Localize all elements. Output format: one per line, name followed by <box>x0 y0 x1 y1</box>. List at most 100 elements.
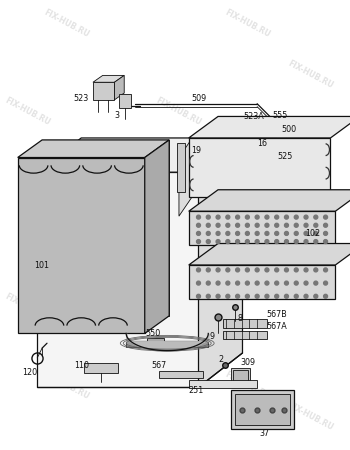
Text: 101: 101 <box>35 261 50 270</box>
Circle shape <box>197 294 201 298</box>
Polygon shape <box>179 136 194 216</box>
Circle shape <box>324 239 328 243</box>
Circle shape <box>265 231 269 235</box>
Bar <box>223 319 267 328</box>
Circle shape <box>275 231 279 235</box>
Circle shape <box>314 231 318 235</box>
Circle shape <box>236 294 239 298</box>
Circle shape <box>324 223 328 227</box>
Circle shape <box>206 281 210 285</box>
Circle shape <box>324 231 328 235</box>
Circle shape <box>206 231 210 235</box>
Circle shape <box>285 239 288 243</box>
Text: FIX-HUB.RU: FIX-HUB.RU <box>287 401 335 432</box>
Circle shape <box>294 223 298 227</box>
Circle shape <box>226 239 230 243</box>
Circle shape <box>265 268 269 272</box>
Bar <box>280 122 309 129</box>
Text: 309: 309 <box>241 358 256 367</box>
Circle shape <box>255 294 259 298</box>
Text: 567B: 567B <box>266 310 287 320</box>
Text: FIX-HUB.RU: FIX-HUB.RU <box>42 369 91 401</box>
Circle shape <box>304 215 308 219</box>
Polygon shape <box>37 172 198 387</box>
Circle shape <box>206 268 210 272</box>
Circle shape <box>226 215 230 219</box>
Circle shape <box>285 268 288 272</box>
Circle shape <box>265 223 269 227</box>
Polygon shape <box>126 341 208 347</box>
Text: 555: 555 <box>272 111 287 120</box>
Text: 550: 550 <box>145 329 160 338</box>
Circle shape <box>285 294 288 298</box>
Bar <box>147 338 164 346</box>
Circle shape <box>285 231 288 235</box>
Circle shape <box>197 215 201 219</box>
Text: 567A: 567A <box>266 322 287 331</box>
Circle shape <box>255 268 259 272</box>
Polygon shape <box>18 140 169 157</box>
Text: FIX-HUB.RU: FIX-HUB.RU <box>42 174 91 206</box>
Circle shape <box>216 294 220 298</box>
Circle shape <box>255 281 259 285</box>
Circle shape <box>216 281 220 285</box>
Polygon shape <box>114 76 124 100</box>
Circle shape <box>285 281 288 285</box>
Bar <box>282 148 299 157</box>
Text: 523: 523 <box>74 94 89 104</box>
Circle shape <box>324 294 328 298</box>
Circle shape <box>236 281 239 285</box>
Bar <box>159 371 203 378</box>
Circle shape <box>216 231 220 235</box>
Polygon shape <box>18 158 145 333</box>
Text: FIX-HUB.RU: FIX-HUB.RU <box>287 58 335 90</box>
Circle shape <box>216 223 220 227</box>
Text: FIX-HUB.RU: FIX-HUB.RU <box>223 8 272 39</box>
Bar <box>231 390 294 429</box>
Circle shape <box>314 294 318 298</box>
Circle shape <box>314 223 318 227</box>
Circle shape <box>226 268 230 272</box>
Circle shape <box>197 231 201 235</box>
Text: 16: 16 <box>257 140 267 148</box>
Circle shape <box>245 281 249 285</box>
Polygon shape <box>198 138 243 387</box>
Text: 567: 567 <box>152 361 167 370</box>
Circle shape <box>255 239 259 243</box>
Text: FIX-HUB.RU: FIX-HUB.RU <box>287 215 335 247</box>
Text: 2: 2 <box>218 356 224 364</box>
Circle shape <box>304 223 308 227</box>
Circle shape <box>304 281 308 285</box>
Circle shape <box>275 268 279 272</box>
Text: 9: 9 <box>210 332 215 341</box>
Circle shape <box>197 239 201 243</box>
Circle shape <box>236 268 239 272</box>
Text: FIX-HUB.RU: FIX-HUB.RU <box>3 96 52 127</box>
Text: 8: 8 <box>237 314 242 323</box>
Text: 120: 120 <box>22 368 37 377</box>
Circle shape <box>324 268 328 272</box>
Text: 102: 102 <box>305 229 320 238</box>
Circle shape <box>206 239 210 243</box>
Circle shape <box>275 215 279 219</box>
Polygon shape <box>145 140 169 333</box>
Bar <box>260 132 276 137</box>
Text: FIX-HUB.RU: FIX-HUB.RU <box>42 8 91 39</box>
Circle shape <box>245 268 249 272</box>
Circle shape <box>197 281 201 285</box>
Bar <box>177 143 185 192</box>
Bar <box>264 145 279 151</box>
Text: 251: 251 <box>188 386 203 395</box>
Circle shape <box>236 239 239 243</box>
Circle shape <box>255 215 259 219</box>
Bar <box>234 394 290 425</box>
Circle shape <box>226 281 230 285</box>
Circle shape <box>275 281 279 285</box>
Text: 3: 3 <box>115 111 120 120</box>
Text: FIX-HUB.RU: FIX-HUB.RU <box>3 291 52 323</box>
Circle shape <box>285 223 288 227</box>
Circle shape <box>236 231 239 235</box>
Circle shape <box>236 215 239 219</box>
Circle shape <box>245 239 249 243</box>
Bar <box>84 363 118 373</box>
